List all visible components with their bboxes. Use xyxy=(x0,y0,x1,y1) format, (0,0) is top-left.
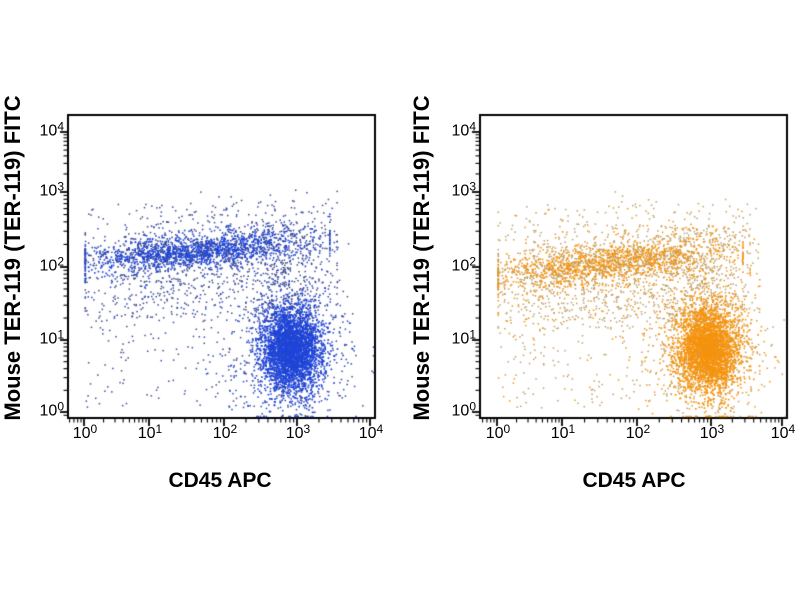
y-tick-label: 101 xyxy=(39,327,64,348)
y-tick-label: 102 xyxy=(451,254,476,275)
x-tick-label: 104 xyxy=(358,422,384,442)
x-axis-title-left: CD45 APC xyxy=(168,469,272,492)
x-tick-label: 102 xyxy=(212,422,238,442)
y-tick-label: 103 xyxy=(451,179,476,200)
y-tick-label: 100 xyxy=(451,399,476,420)
y-tick-label: 104 xyxy=(451,119,476,140)
y-tick-label: 102 xyxy=(39,254,64,275)
x-tick-label: 101 xyxy=(550,422,576,442)
x-tick-label: 104 xyxy=(770,422,796,442)
x-tick-label: 103 xyxy=(699,422,725,442)
y-tick-label: 101 xyxy=(451,327,476,348)
y-tick-label: 104 xyxy=(39,119,64,140)
x-axis-title-right: CD45 APC xyxy=(582,469,686,492)
x-tick-label: 103 xyxy=(285,422,311,442)
x-tick-label: 100 xyxy=(485,422,511,442)
x-tick-label: 101 xyxy=(137,422,163,442)
x-tick-label: 100 xyxy=(72,422,98,442)
x-tick-label: 102 xyxy=(625,422,651,442)
y-tick-label: 100 xyxy=(39,399,64,420)
y-tick-label: 103 xyxy=(39,179,64,200)
